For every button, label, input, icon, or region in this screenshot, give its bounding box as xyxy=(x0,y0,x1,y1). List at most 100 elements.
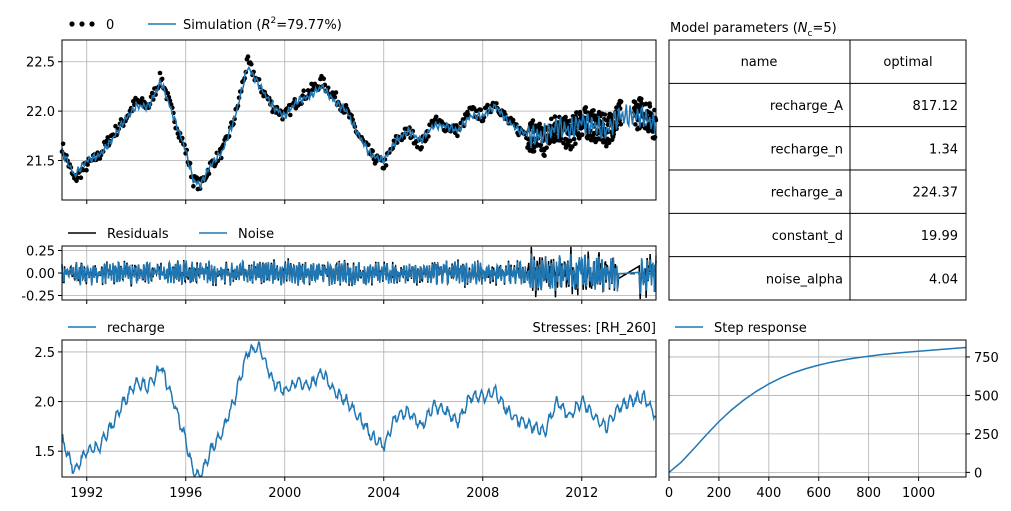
recharge-panel: 1.5 2.0 2.5 1992 1996 2000 2004 2008 2012 recha… xyxy=(34,321,657,501)
recharge-grid xyxy=(62,340,656,477)
observed-point xyxy=(191,184,196,189)
observed-point xyxy=(249,61,254,67)
observed-point xyxy=(570,144,575,149)
y-tick-label: 0 xyxy=(974,466,982,481)
observed-point xyxy=(566,143,572,148)
observed-point xyxy=(78,175,84,180)
observed-point xyxy=(383,163,389,168)
recharge-axes-frame xyxy=(61,339,657,478)
head-legend: 0 Simulation (R2=79.77%) xyxy=(69,16,342,33)
observed-point xyxy=(585,110,591,115)
step-xticks: 0 200 400 600 800 1000 xyxy=(665,477,935,501)
table-header-name: name xyxy=(741,55,778,70)
observed-point xyxy=(85,162,90,167)
observed-point xyxy=(415,144,420,150)
observed-point xyxy=(577,109,583,115)
x-tick-label: 2008 xyxy=(466,486,499,501)
legend-dot xyxy=(79,21,85,27)
legend-step-label: Step response xyxy=(714,321,807,336)
observed-point xyxy=(332,95,338,100)
y-tick-label: 500 xyxy=(974,389,999,404)
observed-point xyxy=(333,90,339,95)
observed-point xyxy=(647,104,653,109)
head-yticks: 21.5 22.0 22.5 xyxy=(26,56,583,204)
x-tick-label: 2004 xyxy=(367,486,400,501)
observed-point xyxy=(530,118,536,123)
observed-point xyxy=(75,175,80,181)
noise-line xyxy=(61,253,657,294)
table-rows: recharge_A 817.12 recharge_n 1.34 recharge_a… xyxy=(766,99,958,287)
observed-point xyxy=(573,141,578,146)
step-response-panel: 0 250 500 750 0 200 400 600 800 1000 Step respon… xyxy=(665,321,999,501)
y-tick-label: 2.0 xyxy=(34,396,55,411)
x-tick-label: 2000 xyxy=(268,486,301,501)
legend-sim-label: Simulation (R2=79.77%) xyxy=(183,16,342,33)
param-value: 1.34 xyxy=(929,142,958,157)
observed-point xyxy=(563,114,568,120)
observed-point xyxy=(602,112,608,117)
observed-point xyxy=(485,102,490,108)
observed-point xyxy=(60,141,66,147)
observed-point xyxy=(80,167,86,173)
parameters-table: Model parameters (Nc=5) name optimal rec… xyxy=(668,21,967,301)
observed-point xyxy=(321,76,327,81)
param-value: 817.12 xyxy=(913,99,959,114)
legend-dot xyxy=(89,21,95,27)
observed-point xyxy=(571,136,577,142)
observed-point xyxy=(544,145,549,150)
y-tick-label: 0.00 xyxy=(26,267,55,282)
param-value: 4.04 xyxy=(929,272,958,287)
y-tick-label: 22.5 xyxy=(26,56,55,71)
legend-residuals-label: Residuals xyxy=(107,227,169,242)
observed-point xyxy=(606,140,612,146)
observed-point xyxy=(537,121,542,127)
legend-noise-label: Noise xyxy=(238,227,274,242)
param-name: recharge_n xyxy=(770,142,843,157)
x-tick-label: 1996 xyxy=(169,486,202,501)
observed-point xyxy=(310,87,315,93)
y-tick-label: 22.0 xyxy=(26,105,55,120)
observed-point xyxy=(639,96,644,102)
residuals-legend: Residuals Noise xyxy=(68,227,274,242)
observed-point xyxy=(113,123,118,129)
simulation-line xyxy=(61,65,657,190)
observed-point xyxy=(480,118,486,124)
observed-point xyxy=(633,122,638,127)
y-tick-label: 1.5 xyxy=(34,445,55,460)
param-name: recharge_a xyxy=(771,186,843,201)
residuals-yticks: -0.25 0.00 0.25 xyxy=(21,245,583,305)
observed-point xyxy=(558,136,564,141)
observed-point xyxy=(643,101,649,107)
param-value: 19.99 xyxy=(921,229,958,244)
observed-point xyxy=(549,116,554,122)
observed-point xyxy=(157,70,163,76)
y-tick-label: 21.5 xyxy=(26,154,55,169)
step-legend: Step response xyxy=(675,321,807,336)
x-tick-label: 800 xyxy=(856,486,881,501)
observed-point xyxy=(510,117,516,123)
table-row-dividers xyxy=(669,82,966,258)
param-value: 224.37 xyxy=(913,186,959,201)
step-axes-frame xyxy=(668,339,967,478)
observed-point xyxy=(591,108,596,113)
observed-point xyxy=(419,145,425,150)
x-tick-label: 1992 xyxy=(70,486,103,501)
recharge-line xyxy=(61,340,657,477)
recharge-yticks: 1.5 2.0 2.5 xyxy=(34,346,62,460)
observed-point xyxy=(343,103,349,108)
observed-point xyxy=(288,112,293,118)
legend-observed-label: 0 xyxy=(106,18,114,33)
observed-point xyxy=(583,105,589,110)
x-tick-label: 0 xyxy=(665,486,673,501)
observed-point xyxy=(370,148,376,154)
legend-dot xyxy=(69,21,75,27)
head-panel: 21.5 22.0 22.5 0 Simulation (R2=79.77%) xyxy=(26,16,659,204)
observed-point xyxy=(301,88,307,93)
param-name: recharge_A xyxy=(770,99,843,114)
step-response-line xyxy=(668,346,967,473)
observed-point xyxy=(118,117,124,122)
observed-point xyxy=(648,111,654,116)
step-grid xyxy=(668,340,966,477)
observed-points xyxy=(59,54,659,192)
